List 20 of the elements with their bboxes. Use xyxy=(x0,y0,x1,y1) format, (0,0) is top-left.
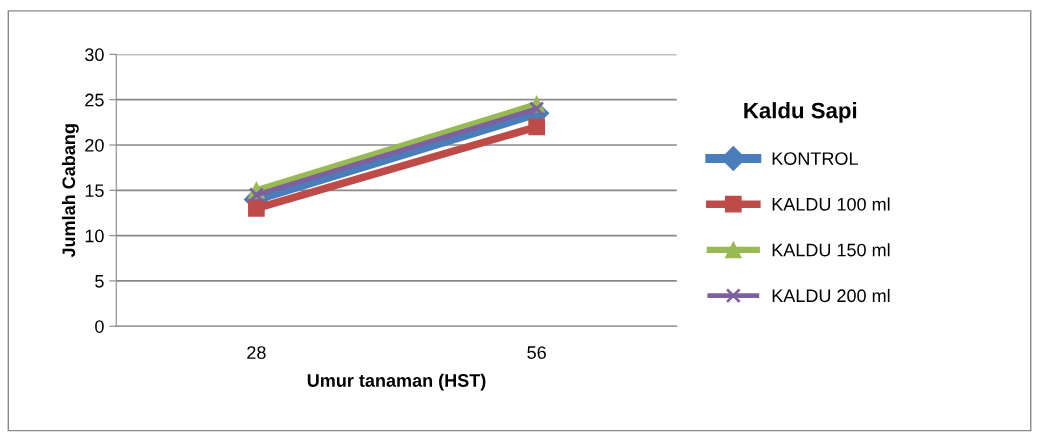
legend-label: KONTROL xyxy=(772,152,858,165)
x-tick-label: 56 xyxy=(527,346,546,359)
y-tick-label: 25 xyxy=(85,93,104,107)
y-tick-label: 10 xyxy=(85,229,104,243)
point xyxy=(529,101,545,117)
point xyxy=(528,118,545,136)
x-axis-title: Umur tanaman (HST) xyxy=(307,373,486,391)
legend-label: KALDU 200 ml xyxy=(772,288,890,303)
y-tick-label: 20 xyxy=(85,138,104,152)
point xyxy=(248,187,265,203)
y-tick-label: 5 xyxy=(95,275,104,288)
y-axis-title: Jumlah Cabang xyxy=(61,124,79,258)
y-tick-label: 15 xyxy=(85,184,104,198)
legend-label: KALDU 150 ml xyxy=(772,243,890,257)
legend-title: Kaldu Sapi xyxy=(744,102,857,123)
point xyxy=(248,200,265,217)
x-tick-label: 28 xyxy=(247,346,266,359)
legend-label: KALDU 100 ml xyxy=(772,197,890,211)
y-tick-label: 30 xyxy=(85,48,104,62)
y-tick-label: 0 xyxy=(95,320,104,333)
